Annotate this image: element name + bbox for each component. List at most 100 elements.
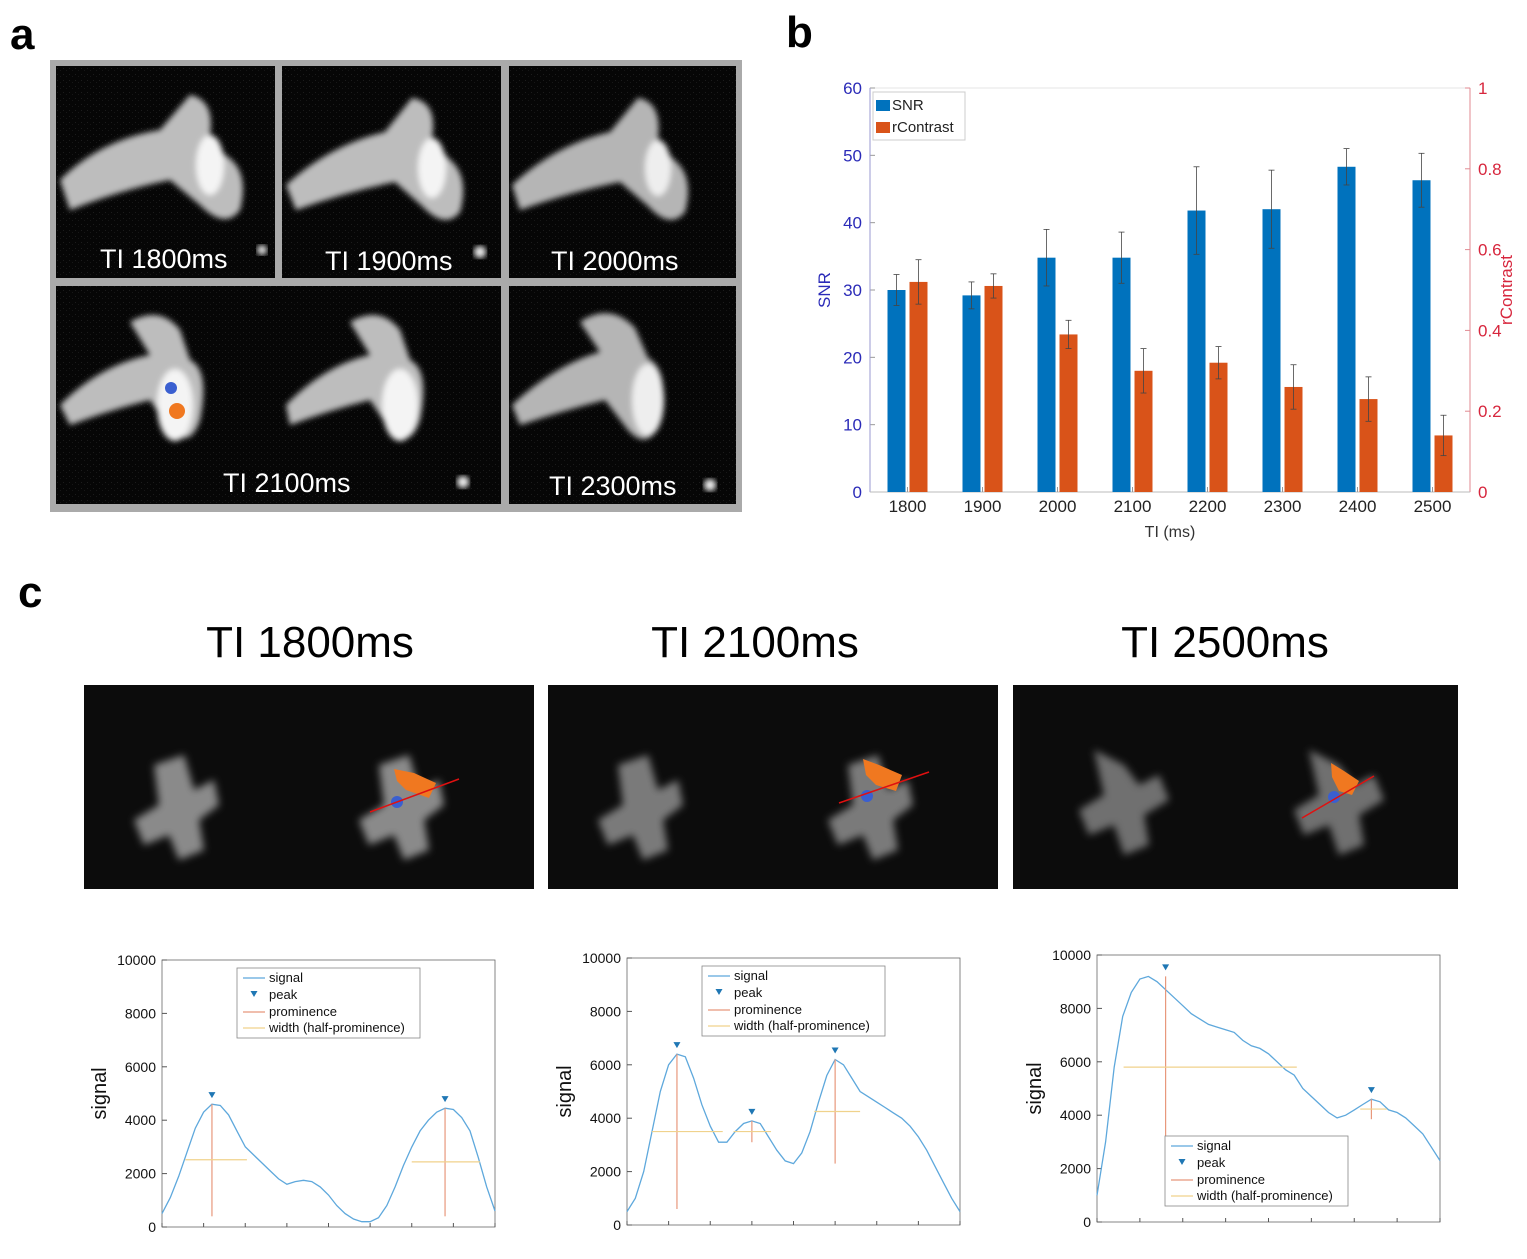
tile-1800 — [56, 66, 275, 278]
profile-line-2500 — [1301, 775, 1375, 819]
peak-marker — [748, 1108, 756, 1115]
panel-label-c: c — [18, 568, 43, 617]
panel-label-b: b — [786, 8, 813, 57]
peak-marker — [673, 1042, 681, 1049]
orange-roi-2500 — [1331, 763, 1359, 795]
snr-bar — [1412, 180, 1431, 492]
legend-swatch-snr — [876, 100, 890, 111]
x-axis-label: TI (ms) — [1145, 524, 1196, 541]
legend-label-prominence: prominence — [734, 1002, 802, 1017]
legend-swatch-rcontrast — [876, 122, 890, 133]
plot-area — [869, 87, 1471, 493]
blue-roi-marker — [165, 382, 177, 394]
rcontrast-bar — [1434, 435, 1453, 492]
y2-tick-label: 0.2 — [1478, 402, 1502, 421]
legend-label-snr: SNR — [892, 97, 924, 114]
tile-label-1800: TI 1800ms — [100, 244, 228, 274]
y-tick-label: 6000 — [1060, 1054, 1091, 1070]
legend-box — [1164, 1135, 1349, 1207]
legend-label-peak: peak — [269, 987, 298, 1002]
panel-c-title-2100: TI 2100ms — [651, 618, 859, 667]
blue-roi-2500 — [1328, 791, 1340, 803]
y-tick-label: 20 — [843, 348, 862, 367]
rcontrast-bar — [1059, 334, 1078, 492]
peak-marker — [208, 1092, 216, 1099]
y2-tick-label: 0 — [1478, 483, 1487, 502]
legend-label-signal: signal — [1197, 1138, 1231, 1153]
x-tick-label: 1900 — [964, 497, 1002, 516]
tile-1900 — [282, 66, 501, 278]
y-tick-label: 4000 — [125, 1112, 156, 1128]
legend-box — [236, 967, 421, 1039]
tile-2100 — [56, 286, 501, 504]
y-tick-label: 10 — [843, 416, 862, 435]
orange-roi-marker — [169, 403, 185, 419]
panel-c-image-1800 — [84, 685, 534, 889]
y-tick-label: 0 — [613, 1217, 621, 1233]
legend-box — [701, 965, 886, 1037]
panel-c-image-2500 — [1013, 685, 1458, 889]
rcontrast-bar — [909, 281, 928, 492]
x-tick-label: 2300 — [1264, 497, 1302, 516]
legend-label-signal: signal — [734, 968, 768, 983]
signal-profile-chart-1800: 0 2000 4000 6000 8000 10000 signal signal peak pr… — [89, 952, 496, 1235]
legend-label-width: width (half-prominence) — [1196, 1188, 1333, 1203]
y-tick-label: 8000 — [1060, 1000, 1091, 1016]
panel-c-title-2500: TI 2500ms — [1121, 618, 1329, 667]
profile-line-1800 — [369, 778, 460, 813]
y-tick-label: 4000 — [590, 1110, 621, 1126]
signal-line — [1096, 975, 1441, 1196]
x-tick-label: 2200 — [1189, 497, 1227, 516]
tile-label-1900: TI 1900ms — [325, 246, 453, 276]
legend: SNR rContrast — [872, 91, 966, 141]
rcontrast-bar — [1209, 362, 1228, 492]
y-tick-label: 50 — [843, 146, 862, 165]
legend-swatch-peak — [250, 991, 258, 997]
legend-swatch-peak — [715, 989, 723, 995]
y-tick-label: 0 — [853, 483, 862, 502]
y2-tick-label: 0.6 — [1478, 241, 1502, 260]
y-tick-label: 10000 — [117, 952, 156, 968]
legend-label-prominence: prominence — [269, 1004, 337, 1019]
tile-2300 — [509, 286, 736, 504]
snr-bar — [1112, 257, 1131, 492]
profile-line-2100 — [838, 771, 930, 804]
tile-2000 — [509, 66, 736, 278]
orange-roi-2100 — [863, 759, 902, 791]
panel-c-image-strip — [84, 685, 1458, 889]
x-tick-label: 2000 — [1039, 497, 1077, 516]
signal-line — [626, 1053, 961, 1212]
tile-label-2100: TI 2100ms — [223, 468, 351, 498]
snr-bar — [887, 290, 906, 492]
snr-bar — [1037, 257, 1056, 492]
y-tick-label: 6000 — [590, 1057, 621, 1073]
snr-bar — [1187, 210, 1206, 492]
rcontrast-bar — [1134, 370, 1153, 492]
signal-line — [161, 1103, 496, 1223]
legend-label-peak: peak — [734, 985, 763, 1000]
x-tick-label: 2400 — [1339, 497, 1377, 516]
y-tick-label: 30 — [843, 281, 862, 300]
y-tick-label: 10000 — [1052, 947, 1091, 963]
y-tick-label: 4000 — [1060, 1107, 1091, 1123]
y-tick-label: 10000 — [582, 950, 621, 966]
panel-c-image-2100 — [548, 685, 998, 889]
signal-profile-chart-2100: 0 2000 4000 6000 8000 10000 signal signal peak pr… — [554, 950, 961, 1233]
y2-axis-label: rContrast — [1497, 255, 1516, 325]
panel-a-image-grid: TI 1800ms TI 1900ms TI 2000ms TI 2100ms … — [50, 60, 742, 512]
legend-label-rcontrast: rContrast — [892, 119, 955, 136]
signal-profile-chart-2500: 0 2000 4000 6000 8000 10000 signal signal peak pr… — [1024, 947, 1441, 1230]
peak-marker — [1162, 964, 1170, 971]
snr-bar — [962, 295, 981, 492]
peak-marker — [441, 1096, 449, 1103]
y-axis-label: signal — [554, 1065, 576, 1117]
y2-tick-label: 0.8 — [1478, 160, 1502, 179]
rcontrast-bar — [984, 285, 1003, 492]
legend-label-width: width (half-prominence) — [733, 1018, 870, 1033]
y-tick-label: 2000 — [590, 1164, 621, 1180]
y-tick-label: 2000 — [1060, 1161, 1091, 1177]
y-tick-label: 40 — [843, 214, 862, 233]
